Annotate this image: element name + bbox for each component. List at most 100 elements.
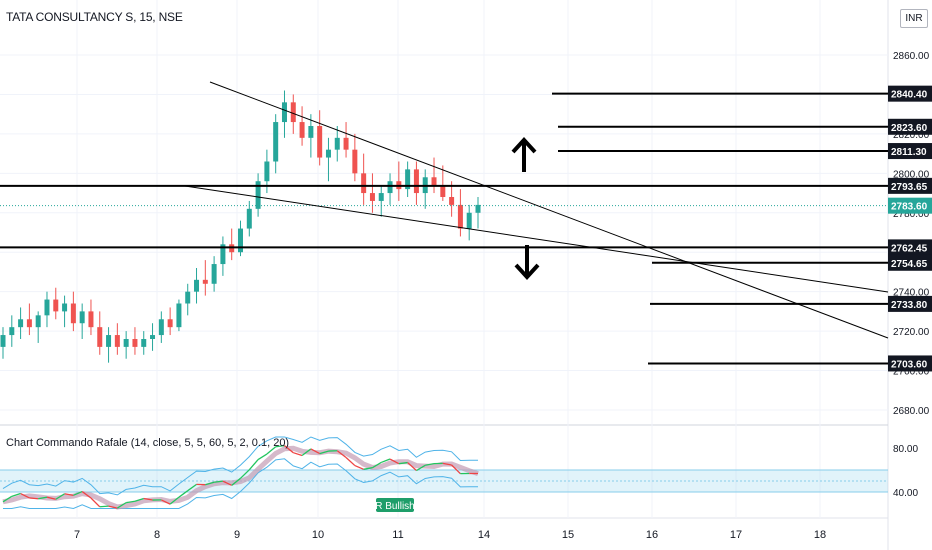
indicator-oscillator-segment <box>425 463 435 466</box>
candle-body <box>44 299 50 316</box>
candle-body <box>132 339 138 347</box>
candle-body <box>220 244 226 265</box>
candle-body <box>352 149 358 174</box>
indicator-title: Chart Commando Rafale (14, close, 5, 5, … <box>6 437 290 449</box>
time-tick-label: 15 <box>562 529 574 541</box>
candle-body <box>369 193 375 201</box>
indicator-oscillator-segment <box>126 500 136 504</box>
price-tag <box>888 85 932 102</box>
indicator-oscillator-segment <box>354 464 364 470</box>
candle-body <box>176 303 182 328</box>
candle-body <box>62 303 68 312</box>
candle-body <box>202 279 208 284</box>
indicator-oscillator-segment <box>407 462 417 472</box>
indicator-oscillator-segment <box>29 497 39 500</box>
candle-body <box>9 327 15 336</box>
indicator-oscillator-segment <box>55 493 65 500</box>
indicator-oscillator-segment <box>178 490 189 498</box>
indicator-oscillator-segment <box>345 457 356 467</box>
indicator-oscillator-segment <box>442 462 452 466</box>
candle-body <box>475 204 481 213</box>
candle-body <box>299 122 305 138</box>
candle-body <box>35 315 41 328</box>
indicator-oscillator-segment <box>222 480 232 486</box>
indicator-oscillator-segment <box>363 467 373 470</box>
candle-body <box>18 319 24 328</box>
price-tick-label: 2700.00 <box>893 367 930 378</box>
indicator-oscillator-segment <box>20 492 30 499</box>
price-tag <box>888 143 932 160</box>
signal-badge <box>376 498 414 512</box>
price-tag-label: 2783.60 <box>891 202 928 213</box>
candle-body <box>308 126 314 138</box>
time-tick-label: 10 <box>312 529 324 541</box>
indicator-oscillator-segment <box>46 496 56 500</box>
candle-body <box>387 181 393 194</box>
price-tick-label: 2860.00 <box>893 51 930 62</box>
indicator-oscillator-segment <box>73 490 83 496</box>
indicator-oscillator-segment <box>90 497 101 508</box>
candle-body <box>26 319 32 328</box>
signal-badge-label: R Bullish <box>375 501 414 512</box>
price-tag <box>888 197 932 214</box>
price-tag <box>888 177 932 194</box>
candle-body <box>194 279 200 292</box>
indicator-oscillator-segment <box>161 499 171 505</box>
indicator-oscillator-segment <box>266 446 277 455</box>
currency-badge[interactable]: INR <box>900 9 928 28</box>
price-tick-label: 2740.00 <box>893 288 930 299</box>
indicator-oscillator-segment <box>284 445 294 454</box>
indicator-oscillator-segment <box>214 480 223 483</box>
candle-body <box>97 327 103 347</box>
indicator-oscillator-segment <box>301 448 312 457</box>
candle-body <box>325 149 331 158</box>
candle-body <box>114 335 120 347</box>
candle-body <box>343 137 349 150</box>
arrow-up-head <box>511 137 537 154</box>
price-tick-label: 2800.00 <box>893 169 930 180</box>
indicator-tick-label: 80.00 <box>893 444 918 455</box>
indicator-oscillator-segment <box>99 505 109 508</box>
lower-trendline <box>184 185 889 293</box>
price-tick-label: 2680.00 <box>893 406 930 417</box>
candle-body <box>0 335 6 347</box>
indicator-oscillator-segment <box>38 496 48 500</box>
candle-body <box>246 208 252 229</box>
indicator-oscillator-segment <box>389 458 400 465</box>
price-tag-label: 2762.45 <box>891 243 928 254</box>
candle-body <box>361 173 367 194</box>
arrow-down-icon <box>514 245 540 280</box>
indicator-oscillator-segment <box>275 444 285 448</box>
candle-body <box>413 169 419 194</box>
candle-body <box>317 126 323 158</box>
candle-body <box>53 299 59 312</box>
symbol-title: TATA CONSULTANCY S, 15, NSE <box>6 10 183 24</box>
indicator-oscillator-segment <box>381 458 391 464</box>
indicator-signal <box>2 445 479 510</box>
arrow-down-head <box>514 263 540 280</box>
price-tick-label: 2820.00 <box>893 130 930 141</box>
candle-body <box>70 303 76 324</box>
candles <box>0 90 481 363</box>
indicator-oscillator-segment <box>81 491 92 499</box>
indicator-upper-band <box>2 436 478 496</box>
indicator-oscillator-segment <box>134 497 144 502</box>
candle-body <box>405 169 411 190</box>
arrow-up-icon <box>511 137 537 172</box>
time-tick-label: 7 <box>74 529 80 541</box>
price-tag <box>888 355 932 372</box>
indicator-oscillator-segment <box>319 450 329 455</box>
candle-body <box>273 122 279 162</box>
time-tick-label: 14 <box>478 529 490 541</box>
indicator-oscillator-segment <box>416 464 426 472</box>
price-tag <box>888 254 932 271</box>
candle-body <box>290 102 296 123</box>
indicator-oscillator-segment <box>372 461 382 469</box>
indicator-lower-band <box>3 458 478 510</box>
time-tick-label: 17 <box>730 529 742 541</box>
candle-body <box>106 335 112 347</box>
candle-body <box>281 102 287 123</box>
candle-body <box>167 319 173 328</box>
indicator-oscillator-segment <box>143 497 153 501</box>
